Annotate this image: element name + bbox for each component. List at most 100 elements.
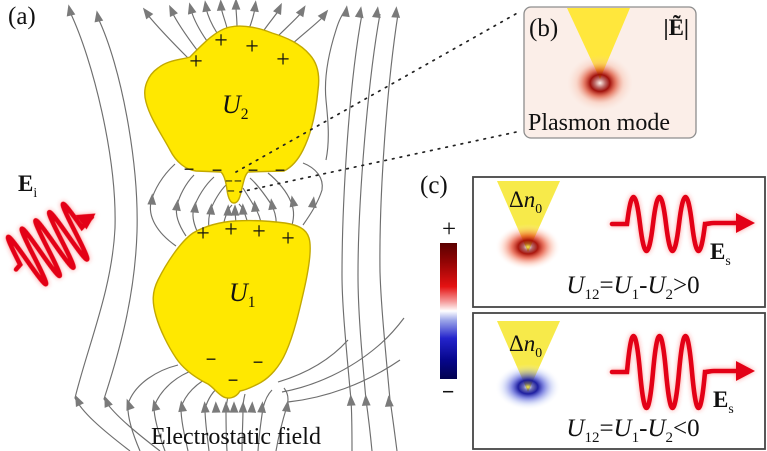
plus-charge-symbol: + <box>189 49 203 75</box>
field-arrowhead-icons <box>66 0 401 413</box>
minus-charge-symbol: − <box>248 161 259 182</box>
field-arrowhead-icon <box>268 198 277 211</box>
minus-charge-symbol: − <box>227 185 235 200</box>
u1-label: U1 <box>229 278 256 311</box>
field-arrowhead-icon <box>391 6 401 18</box>
plus-charge-symbol: + <box>276 47 290 73</box>
field-arrowhead-icon <box>169 4 178 18</box>
field-arrowhead-icon <box>147 193 157 205</box>
field-arrowhead-icon <box>384 395 394 407</box>
field-arrowhead-icon <box>282 400 291 413</box>
field-arrowhead-icon <box>231 0 241 10</box>
plasmon-hotspot <box>567 55 633 111</box>
inset-connector-bottom <box>239 130 522 193</box>
field-arrowhead-icon <box>230 204 240 216</box>
tip-triangle-c2 <box>497 321 560 392</box>
colorbar: + − <box>440 216 457 404</box>
field-arrowhead-icon <box>295 5 306 18</box>
field-arrowhead-icon <box>289 195 299 208</box>
field-arrowhead-icon <box>200 401 210 413</box>
nanoparticle-u1 <box>152 219 311 399</box>
field-arrowhead-icon <box>229 401 239 413</box>
panel-a-caption: Electrostatic field <box>151 424 321 450</box>
es-label-2: Es <box>713 387 734 416</box>
field-arrowhead-icon <box>251 200 260 212</box>
nanoparticle-u2 <box>144 25 320 204</box>
incident-field-label: Ei <box>18 171 37 200</box>
field-arrowhead-icon <box>341 5 350 18</box>
field-arrowhead-icon <box>238 203 248 215</box>
field-arrowhead-icon <box>247 401 257 413</box>
panel-a: ++ + ++ + + +− − − −− −−−−− (a) U2 U1 Ei Electros… <box>5 0 405 451</box>
minus-charge-symbol: − <box>206 350 217 371</box>
panel-a-label: (a) <box>8 3 36 30</box>
field-arrowhead-icon <box>75 394 84 408</box>
field-arrowhead-icon <box>94 10 104 23</box>
scattered-arrowhead-icon-1 <box>736 213 755 233</box>
field-arrowhead-icon <box>142 7 154 20</box>
panel-c-box1: Δn0 Es U12=U1-U2>0 <box>472 176 766 308</box>
minus-charge-symbol: − <box>275 161 286 182</box>
charge-symbols: ++ + ++ + + +− − − −− −−−−− <box>184 28 295 392</box>
field-arrowhead-icon <box>66 4 76 17</box>
es-label-1: Es <box>710 239 731 268</box>
inset-connector-top <box>235 10 522 173</box>
field-arrowhead-icon <box>202 0 212 13</box>
equation-2: U12=U1-U2<0 <box>566 415 699 446</box>
field-arrowhead-icon <box>354 6 364 19</box>
dn0-label-2: Δn0 <box>509 331 542 360</box>
field-arrowhead-icon <box>273 2 282 16</box>
field-arrowhead-icon <box>187 2 197 15</box>
minus-charge-symbol: − <box>225 175 233 190</box>
field-arrowhead-icon <box>211 401 221 413</box>
carrier-glow-negative <box>495 364 561 410</box>
field-arrowhead-icon <box>372 6 381 19</box>
incident-arrowhead-icon <box>75 213 96 230</box>
field-arrowhead-icon <box>216 0 226 11</box>
minus-charge-symbol: − <box>253 353 264 374</box>
colorbar-minus: − <box>442 379 455 404</box>
colorbar-plus: + <box>442 216 456 243</box>
plus-charge-symbol: + <box>252 219 266 245</box>
panel-c-label: (c) <box>420 172 448 199</box>
u2-label: U2 <box>222 90 249 123</box>
field-arrowhead-icon <box>104 395 113 408</box>
equation-1: U12=U1-U2>0 <box>566 272 699 303</box>
plus-charge-symbol: + <box>224 217 238 243</box>
panel-c-box2: Δn0 Es U12=U1-U2<0 <box>472 312 766 450</box>
field-arrowhead-icon <box>221 401 231 413</box>
field-arrowhead-icon <box>308 196 317 209</box>
carrier-glow-positive <box>495 224 561 270</box>
panel-c: (c) Δn0 Es U12=U1-U2>0 Δn0 Es U <box>420 172 766 450</box>
panel-b-label: (b) <box>529 15 558 42</box>
tip-triangle-b <box>567 8 630 79</box>
field-arrowhead-icon <box>238 401 248 413</box>
field-arrowhead-icon <box>190 201 199 213</box>
scattered-arrowhead-icon-2 <box>736 361 755 381</box>
field-arrowhead-icon <box>206 203 216 215</box>
scattered-wave-arrow-2 <box>609 333 755 411</box>
colorbar-gradient <box>440 243 457 379</box>
minus-charge-symbol: − <box>184 160 195 181</box>
plus-charge-symbol: + <box>214 28 228 54</box>
plus-charge-symbol: + <box>196 221 210 247</box>
field-arrowhead-icon <box>250 0 259 13</box>
incident-wave-arrow <box>5 201 96 287</box>
tip-triangle-c1 <box>497 181 560 252</box>
field-arrowhead-icon <box>317 9 329 22</box>
scattered-wave-arrow-1 <box>609 195 755 253</box>
field-arrowhead-icon <box>223 204 233 216</box>
minus-charge-symbol: − <box>212 161 223 182</box>
minus-charge-symbol: − <box>234 175 242 190</box>
field-arrowhead-icon <box>178 400 187 413</box>
field-arrowhead-icon <box>361 394 371 406</box>
field-magnitude-label: |Ẽ| <box>664 15 689 40</box>
dn0-label-1: Δn0 <box>509 187 542 216</box>
panel-b: (b) |Ẽ| Plasmon mode <box>523 6 697 139</box>
plus-charge-symbol: + <box>245 34 259 60</box>
plus-charge-symbol: + <box>281 226 295 252</box>
field-arrowhead-icon <box>172 199 181 212</box>
field-arrowhead-icon <box>126 398 135 411</box>
